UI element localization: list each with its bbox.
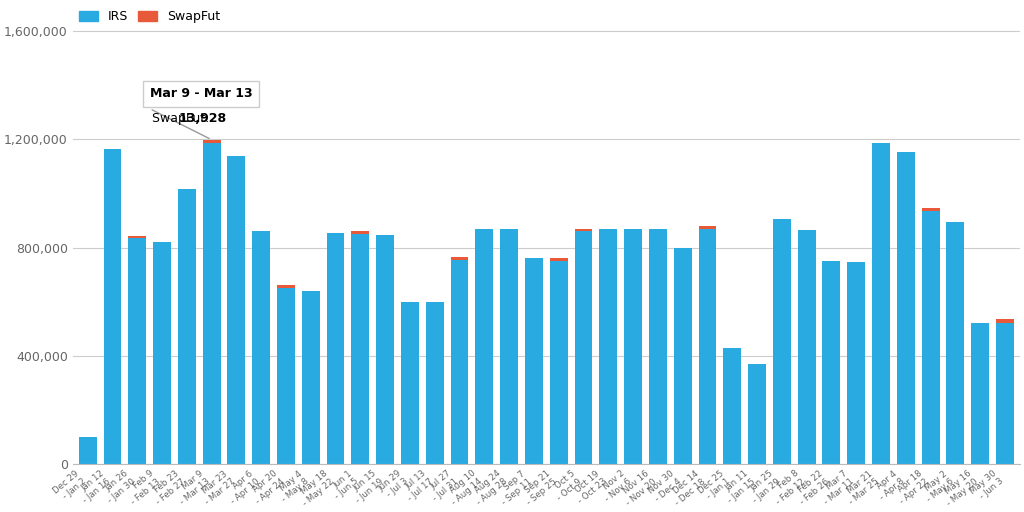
Bar: [599, 229, 617, 464]
Bar: [128, 238, 146, 464]
Bar: [475, 229, 494, 464]
Bar: [625, 229, 642, 464]
Bar: [698, 229, 717, 464]
Bar: [327, 233, 344, 464]
Bar: [203, 143, 220, 464]
Bar: [749, 364, 766, 464]
Bar: [698, 226, 717, 229]
Bar: [723, 348, 741, 464]
Legend: IRS, SwapFut: IRS, SwapFut: [79, 10, 220, 24]
Bar: [550, 259, 567, 261]
Bar: [451, 260, 468, 464]
Bar: [674, 248, 691, 464]
Bar: [574, 231, 593, 464]
Bar: [278, 288, 295, 464]
Bar: [798, 230, 815, 464]
Bar: [302, 291, 319, 464]
Bar: [996, 319, 1014, 324]
Bar: [278, 286, 295, 288]
Bar: [227, 156, 246, 464]
Bar: [649, 229, 667, 464]
Bar: [79, 437, 96, 464]
Bar: [351, 234, 370, 464]
Bar: [847, 263, 865, 464]
Bar: [178, 189, 196, 464]
Bar: [946, 222, 965, 464]
Text: Mar 9 - Mar 13: Mar 9 - Mar 13: [150, 88, 252, 100]
Bar: [426, 302, 443, 464]
Bar: [252, 231, 270, 464]
Bar: [401, 302, 419, 464]
Bar: [872, 143, 890, 464]
Bar: [574, 229, 593, 231]
Bar: [971, 324, 989, 464]
Bar: [203, 140, 220, 143]
Bar: [500, 229, 518, 464]
Bar: [451, 257, 468, 260]
Bar: [103, 149, 122, 464]
Bar: [351, 231, 370, 234]
Bar: [376, 236, 394, 464]
Bar: [996, 324, 1014, 464]
Text: 13,928: 13,928: [179, 112, 227, 125]
Text: SwapFut:: SwapFut:: [152, 112, 213, 125]
Bar: [822, 261, 841, 464]
Bar: [128, 236, 146, 238]
Bar: [897, 152, 914, 464]
Bar: [922, 211, 939, 464]
Bar: [525, 259, 543, 464]
Bar: [922, 208, 939, 211]
Bar: [154, 242, 171, 464]
Bar: [550, 261, 567, 464]
Bar: [773, 219, 791, 464]
